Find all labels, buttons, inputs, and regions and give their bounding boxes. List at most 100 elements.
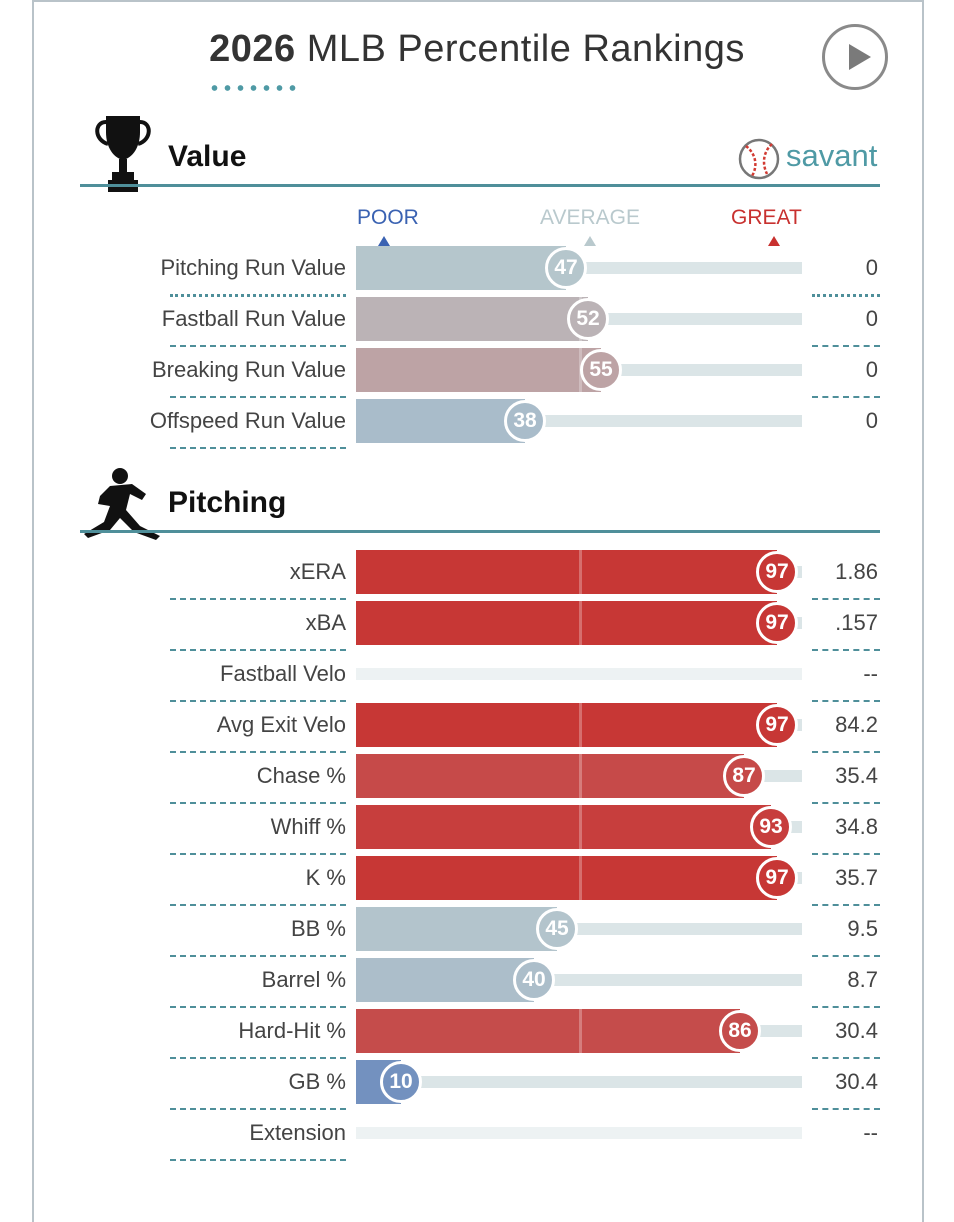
percentile-bar xyxy=(356,1009,740,1053)
average-marker-icon xyxy=(584,236,596,246)
row-separator xyxy=(170,853,346,855)
row-separator xyxy=(170,904,346,906)
guide-line xyxy=(579,550,582,594)
trophy-icon xyxy=(95,116,151,192)
guide-line xyxy=(579,856,582,900)
savant-logo[interactable]: savant xyxy=(786,138,878,173)
row-separator xyxy=(812,345,880,347)
metric-label-whiff: Whiff % xyxy=(270,814,346,839)
page-title: 2026 MLB Percentile Rankings xyxy=(0,28,954,71)
row-separator xyxy=(170,598,346,600)
percentile-bar xyxy=(356,754,744,798)
guide-line xyxy=(579,754,582,798)
great-marker-icon xyxy=(768,236,780,246)
metric-label-offspeed-run-value: Offspeed Run Value xyxy=(149,408,346,433)
scale-poor-label: POOR xyxy=(357,206,419,229)
metric-label-breaking-run-value: Breaking Run Value xyxy=(151,357,346,382)
row-separator xyxy=(170,345,346,347)
row-separator xyxy=(812,294,880,297)
row-separator xyxy=(170,1159,346,1161)
percentile-circle: 47 xyxy=(545,247,587,289)
metric-value-breaking-run-value: 0 xyxy=(865,357,878,382)
title-year: 2026 xyxy=(209,28,296,70)
percentile-circle: 40 xyxy=(513,959,555,1001)
section-divider-pitching xyxy=(80,530,880,533)
scale-average: AVERAGE xyxy=(540,206,640,230)
metric-label-xera: xERA xyxy=(289,559,346,584)
metric-label-hard-hit: Hard-Hit % xyxy=(238,1018,346,1043)
percentile-bar xyxy=(356,550,777,594)
percentile-circle: 87 xyxy=(723,755,765,797)
row-separator xyxy=(170,1006,346,1008)
row-separator xyxy=(170,751,346,753)
guide-line xyxy=(579,805,582,849)
title-underline xyxy=(208,84,300,92)
metric-label-pitching-run-value: Pitching Run Value xyxy=(160,255,347,280)
metric-value-fastball-velo: -- xyxy=(863,661,878,686)
percentile-circle: 97 xyxy=(756,602,798,644)
metric-label-fastball-velo: Fastball Velo xyxy=(220,661,346,686)
poor-marker-icon xyxy=(378,236,390,246)
row-separator xyxy=(170,396,346,398)
row-separator xyxy=(812,649,880,651)
percentile-circle: 52 xyxy=(567,298,609,340)
row-separator xyxy=(812,853,880,855)
row-separator xyxy=(170,1057,346,1059)
guide-line xyxy=(579,1009,582,1053)
row-separator xyxy=(170,700,346,702)
metric-value-offspeed-run-value: 0 xyxy=(865,408,878,433)
row-separator xyxy=(812,1108,880,1110)
percentile-circle: 97 xyxy=(756,704,798,746)
metric-value-xera: 1.86 xyxy=(835,559,878,584)
percentile-circle: 93 xyxy=(750,806,792,848)
percentile-bar xyxy=(356,348,601,392)
row-separator xyxy=(812,396,880,398)
section-title-pitching: Pitching xyxy=(168,486,287,519)
percentile-circle: 10 xyxy=(380,1061,422,1103)
row-separator xyxy=(812,904,880,906)
row-separator xyxy=(812,700,880,702)
row-separator xyxy=(170,649,346,651)
scale-great: GREAT xyxy=(731,206,802,230)
row-separator xyxy=(812,598,880,600)
guide-line xyxy=(579,601,582,645)
section-title-value: Value xyxy=(168,140,247,173)
title-text: MLB Percentile Rankings xyxy=(306,28,745,70)
scale-poor: POOR xyxy=(357,206,419,230)
metric-value-gb: 30.4 xyxy=(835,1069,878,1094)
row-separator xyxy=(170,1108,346,1110)
percentile-bar xyxy=(356,958,534,1002)
metric-value-hard-hit: 30.4 xyxy=(835,1018,878,1043)
percentile-bar xyxy=(356,297,588,341)
metric-label-extension: Extension xyxy=(249,1120,346,1145)
metric-value-k: 35.7 xyxy=(835,865,878,890)
rankings-card xyxy=(32,0,924,1222)
metric-label-avg-exit-velo: Avg Exit Velo xyxy=(216,712,346,737)
metric-label-chase: Chase % xyxy=(256,763,346,788)
bar-track xyxy=(356,1127,802,1139)
play-icon[interactable] xyxy=(822,24,888,90)
percentile-bar xyxy=(356,399,525,443)
metric-label-barrel: Barrel % xyxy=(261,967,346,992)
metric-label-bb: BB % xyxy=(290,916,346,941)
section-divider-value xyxy=(80,184,880,187)
row-separator xyxy=(170,802,346,804)
percentile-circle: 97 xyxy=(756,857,798,899)
metric-value-bb: 9.5 xyxy=(847,916,878,941)
metric-value-fastball-run-value: 0 xyxy=(865,306,878,331)
percentile-circle: 97 xyxy=(756,551,798,593)
percentile-circle: 45 xyxy=(536,908,578,950)
percentile-bar xyxy=(356,601,777,645)
row-separator xyxy=(812,955,880,957)
scale-average-label: AVERAGE xyxy=(540,206,640,229)
metric-value-xba: .157 xyxy=(835,610,878,635)
row-separator xyxy=(170,955,346,957)
bar-track xyxy=(356,668,802,680)
row-separator xyxy=(170,447,346,449)
metric-value-whiff: 34.8 xyxy=(835,814,878,839)
metric-value-barrel: 8.7 xyxy=(847,967,878,992)
metric-value-chase: 35.4 xyxy=(835,763,878,788)
percentile-circle: 55 xyxy=(580,349,622,391)
guide-line xyxy=(579,703,582,747)
metric-label-gb: GB % xyxy=(288,1069,346,1094)
